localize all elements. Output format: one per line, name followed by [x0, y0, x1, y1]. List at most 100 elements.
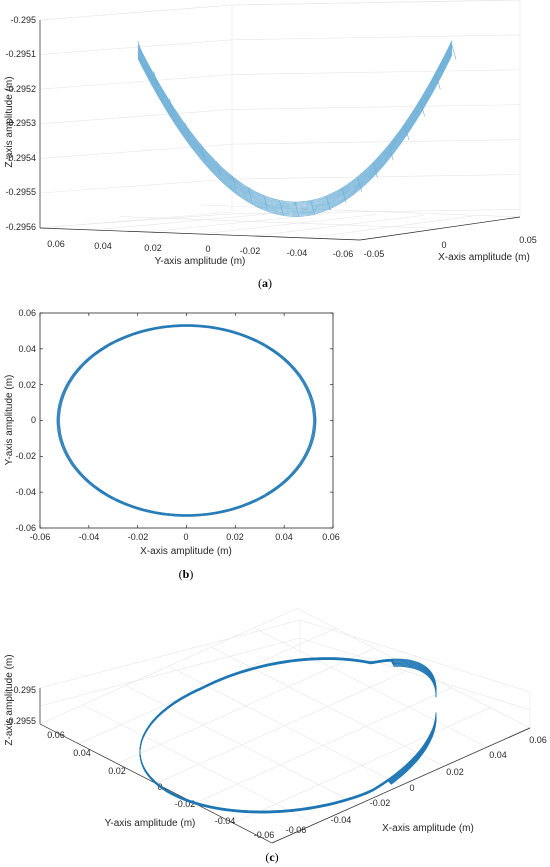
grid-line	[39, 74, 233, 90]
panel-b-tick-marks	[39, 312, 334, 529]
z-tick-label: -0.2956	[5, 222, 36, 232]
trajectory-loop	[59, 326, 314, 515]
y-tick-label: -0.06	[15, 523, 36, 533]
y-tick-label: -0.02	[175, 799, 196, 809]
trajectory-mesh-line	[310, 200, 316, 216]
trajectory-strand	[137, 44, 453, 207]
trajectory-strand	[137, 47, 453, 211]
panel-c-x-axis	[271, 727, 531, 844]
trajectory-strand	[137, 41, 453, 204]
panel-a-y-ticks: 0.06 0.04 0.02 0 -0.02 -0.04 -0.06	[47, 239, 353, 259]
grid-line	[39, 39, 233, 55]
x-tick-label: 0.02	[226, 532, 244, 542]
grid-line	[119, 216, 441, 229]
panel-a-x-ticks: -0.05 0 0.05	[364, 235, 537, 259]
trajectory-strand	[137, 50, 453, 213]
trajectory-strand	[137, 54, 453, 217]
panel-a-y-label: Y-axis amplitude (m)	[155, 256, 246, 267]
x-tick-label: -0.04	[331, 815, 352, 825]
panel-b-y-ticks: 0.06 0.04 0.02 0 -0.02 -0.04 -0.06	[15, 308, 36, 533]
trajectory-loop	[139, 659, 437, 814]
z-tick-label: -0.2955	[5, 716, 36, 726]
panel-b-y-label: Y-axis amplitude (m)	[4, 375, 15, 466]
trajectory-mesh-line	[278, 200, 284, 215]
trajectory-mesh-line	[200, 143, 206, 159]
trajectory-mesh-line	[216, 161, 221, 176]
panel-b-plot-area	[39, 312, 334, 529]
panel-c-trajectory	[139, 657, 437, 814]
trajectory-loop	[139, 657, 437, 812]
trajectory-mesh-line	[153, 71, 159, 86]
grid-line	[39, 619, 301, 689]
trajectory-mesh-line	[169, 98, 174, 114]
grid-line	[231, 139, 521, 145]
grid-line	[231, 34, 521, 41]
trajectory-mesh-line	[420, 101, 425, 117]
trajectory-strand	[137, 48, 453, 211]
trajectory-mesh-line	[373, 163, 378, 178]
trajectory-loop	[139, 658, 437, 813]
z-tick-label: -0.295	[10, 685, 36, 695]
grid-line	[233, 706, 492, 824]
grid-line	[231, 104, 521, 110]
x-tick-label: 0.04	[489, 750, 507, 760]
x-tick-label: 0.02	[446, 767, 464, 777]
trajectory-mesh-line	[184, 122, 190, 138]
grid-line	[253, 215, 425, 237]
trajectory-loop	[56, 324, 317, 517]
trajectory-loop	[58, 325, 315, 516]
panel-b-x-label: X-axis amplitude (m)	[140, 546, 232, 557]
trajectory-strand	[137, 51, 453, 214]
panel-a-label: (a)	[258, 276, 272, 290]
panel-c-label: (c)	[265, 850, 278, 864]
z-tick-label: -0.295	[10, 15, 36, 25]
x-tick-label: -0.04	[79, 532, 100, 542]
y-tick-label: 0.02	[18, 380, 36, 390]
panel-b-chart: 0.06 0.04 0.02 0 -0.02 -0.04 -0.06 -0.06…	[4, 308, 340, 581]
trajectory-strand	[137, 52, 453, 215]
trajectory-mesh-line	[451, 45, 457, 60]
trajectory-mesh-line	[388, 145, 394, 161]
grid-line	[39, 4, 233, 21]
grid-line	[306, 215, 473, 239]
x-tick-label: 0.04	[275, 532, 293, 542]
x-tick-label: 0	[183, 532, 188, 542]
trajectory-mesh-line	[247, 186, 253, 202]
y-tick-label: -0.04	[15, 487, 36, 497]
panel-a-trajectory	[137, 40, 457, 217]
trajectory-mesh-line	[435, 75, 441, 90]
grid-line	[231, 174, 521, 180]
panel-c-y-label: Y-axis amplitude (m)	[105, 818, 196, 829]
trajectory-loop	[139, 657, 437, 812]
trajectory-mesh-line	[341, 188, 347, 203]
z-tick-label: -0.2955	[5, 187, 36, 197]
x-tick-label: 0.06	[529, 735, 547, 745]
trajectory-loop	[57, 324, 316, 517]
y-tick-label: 0.04	[94, 241, 112, 251]
y-tick-label: 0	[205, 244, 210, 254]
y-tick-label: -0.04	[287, 248, 308, 258]
panel-c-x-label: X-axis amplitude (m)	[382, 823, 474, 834]
trajectory-loop	[139, 657, 437, 813]
trajectory-strand	[137, 53, 453, 216]
x-tick-label: 0.05	[519, 235, 537, 245]
trajectory-mesh-line	[231, 175, 237, 191]
trajectory-strand	[137, 47, 453, 210]
x-tick-label: -0.05	[364, 249, 385, 259]
panel-a-chart: -0.295 -0.2951 -0.2952 -0.2953 -0.2954 -…	[4, 0, 537, 290]
grid-line	[39, 211, 233, 229]
x-tick-label: -0.06	[286, 825, 307, 835]
z-tick-label: -0.2954	[5, 153, 36, 163]
grid-line	[146, 213, 329, 233]
grid-line	[254, 627, 488, 748]
panel-a-y-axis	[39, 227, 361, 241]
y-tick-label: -0.02	[240, 246, 261, 256]
trajectory-strand	[137, 49, 453, 212]
grid-line	[231, 0, 521, 6]
x-tick-label: 0	[441, 240, 446, 250]
panel-a-x-axis	[359, 216, 521, 241]
y-tick-label: 0.04	[18, 344, 36, 354]
y-tick-label: 0.06	[47, 239, 65, 249]
panel-b-trajectory	[56, 324, 317, 517]
z-tick-label: -0.2951	[5, 49, 36, 59]
